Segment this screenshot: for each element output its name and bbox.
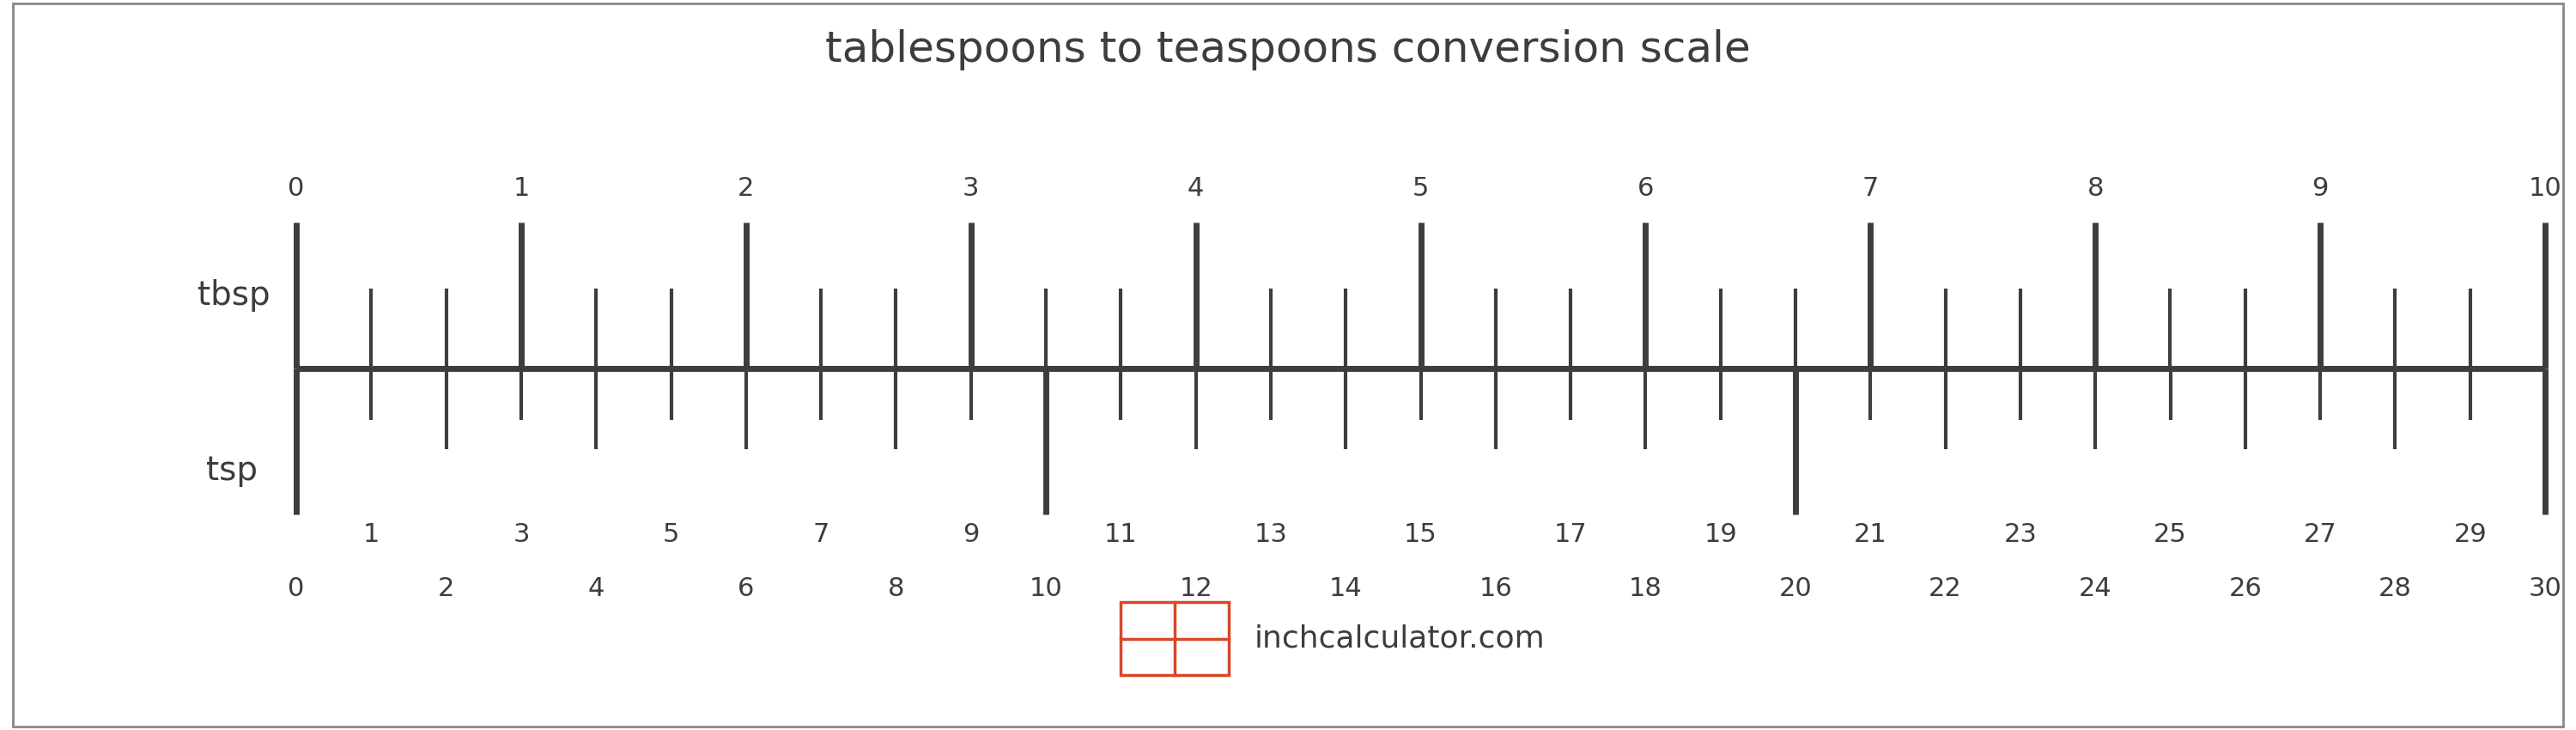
Text: 2: 2 [737, 176, 755, 201]
Text: inchcalculator.com: inchcalculator.com [1255, 624, 1546, 653]
Text: 13: 13 [1255, 522, 1288, 547]
Text: 30: 30 [2530, 577, 2561, 602]
Text: 16: 16 [1479, 577, 1512, 602]
Text: 9: 9 [963, 522, 979, 547]
Text: tsp: tsp [206, 455, 258, 487]
Text: 1: 1 [513, 176, 531, 201]
Text: 29: 29 [2452, 522, 2486, 547]
Text: 21: 21 [1855, 522, 1888, 547]
Text: 8: 8 [2087, 176, 2105, 201]
Text: 3: 3 [513, 522, 531, 547]
Text: 10: 10 [2530, 176, 2561, 201]
Text: 25: 25 [2154, 522, 2187, 547]
Text: 18: 18 [1628, 577, 1662, 602]
Text: 10: 10 [1030, 577, 1061, 602]
Text: 27: 27 [2303, 522, 2336, 547]
Text: 4: 4 [1188, 176, 1203, 201]
Text: 26: 26 [2228, 577, 2262, 602]
Text: 9: 9 [2311, 176, 2329, 201]
Text: 20: 20 [1780, 577, 1811, 602]
Text: 3: 3 [963, 176, 979, 201]
Text: 8: 8 [889, 577, 904, 602]
Text: 5: 5 [1412, 176, 1430, 201]
Text: tbsp: tbsp [198, 280, 270, 312]
Text: 14: 14 [1329, 577, 1363, 602]
Text: 24: 24 [2079, 577, 2112, 602]
Text: 1: 1 [363, 522, 379, 547]
Text: 22: 22 [1929, 577, 1963, 602]
Text: 2: 2 [438, 577, 453, 602]
Text: 28: 28 [2378, 577, 2411, 602]
Text: 23: 23 [2004, 522, 2038, 547]
Bar [1121, 602, 1229, 675]
Text: 0: 0 [289, 176, 304, 201]
Text: 19: 19 [1703, 522, 1736, 547]
Text: 6: 6 [1638, 176, 1654, 201]
Text: 12: 12 [1180, 577, 1213, 602]
Text: 11: 11 [1105, 522, 1139, 547]
Text: 6: 6 [737, 577, 755, 602]
Text: 5: 5 [662, 522, 680, 547]
Text: 7: 7 [811, 522, 829, 547]
Text: 4: 4 [587, 577, 605, 602]
Text: 7: 7 [1862, 176, 1878, 201]
Text: 0: 0 [289, 577, 304, 602]
Text: 15: 15 [1404, 522, 1437, 547]
Text: 17: 17 [1553, 522, 1587, 547]
Text: tablespoons to teaspoons conversion scale: tablespoons to teaspoons conversion scal… [824, 29, 1752, 70]
